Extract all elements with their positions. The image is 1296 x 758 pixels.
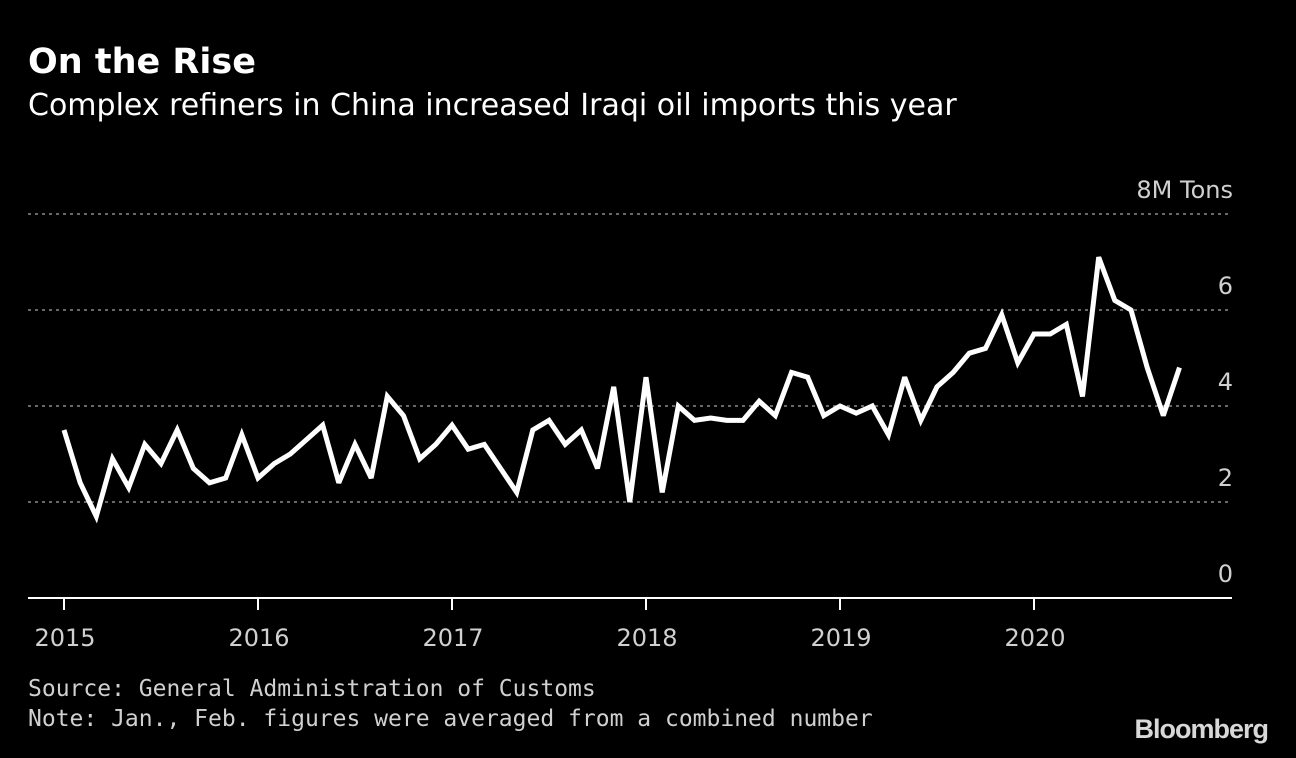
- bloomberg-logo: Bloomberg: [1134, 714, 1269, 744]
- x-tick-label: 2019: [810, 624, 871, 652]
- y-tick-label: 6: [1218, 272, 1233, 300]
- chart-subtitle: Complex refiners in China increased Iraq…: [28, 88, 957, 123]
- series-line: [61, 256, 1182, 524]
- grid-lines: [28, 213, 1232, 503]
- x-tick-label: 2015: [34, 624, 95, 652]
- y-axis-labels: 8M Tons 6 4 2 0: [1136, 176, 1233, 588]
- y-tick-label: 0: [1218, 560, 1233, 588]
- y-tick-label: 8M Tons: [1136, 176, 1233, 204]
- x-axis-labels: 2015 2016 2017 2018 2019 2020: [34, 624, 1065, 652]
- x-tick-label: 2018: [616, 624, 677, 652]
- x-tick-label: 2017: [422, 624, 483, 652]
- source-note: Source: General Administration of Custom…: [28, 676, 596, 702]
- series-layer: [61, 256, 1182, 524]
- chart-title: On the Rise: [28, 42, 256, 82]
- y-tick-label: 2: [1218, 464, 1233, 492]
- y-tick-label: 4: [1218, 368, 1233, 396]
- x-axis: [28, 597, 1232, 610]
- x-tick-label: 2020: [1004, 624, 1065, 652]
- x-tick-label: 2016: [228, 624, 289, 652]
- footnote: Note: Jan., Feb. figures were averaged f…: [28, 706, 873, 732]
